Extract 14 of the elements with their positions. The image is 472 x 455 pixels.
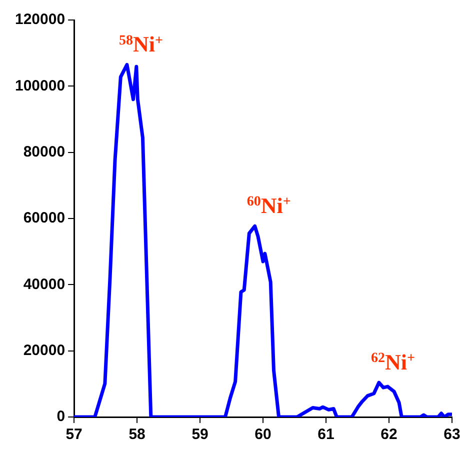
x-tick-label: 62 — [380, 426, 398, 444]
y-tick-label: 0 — [56, 408, 66, 426]
x-tick-label: 60 — [254, 426, 272, 444]
x-tick-label: 61 — [318, 426, 334, 444]
x-tick-label: 63 — [444, 426, 460, 444]
y-tick-label: 60000 — [23, 210, 66, 227]
x-tick-label: 58 — [128, 426, 146, 444]
y-tick-label: 40000 — [23, 276, 66, 293]
x-tick-label: 59 — [192, 426, 208, 444]
y-tick-label: 80000 — [23, 143, 66, 160]
y-tick-label: 20000 — [23, 342, 66, 359]
y-tick-label: 100000 — [14, 77, 66, 94]
x-tick-label: 57 — [66, 426, 82, 444]
y-tick-label: 120000 — [14, 11, 66, 28]
